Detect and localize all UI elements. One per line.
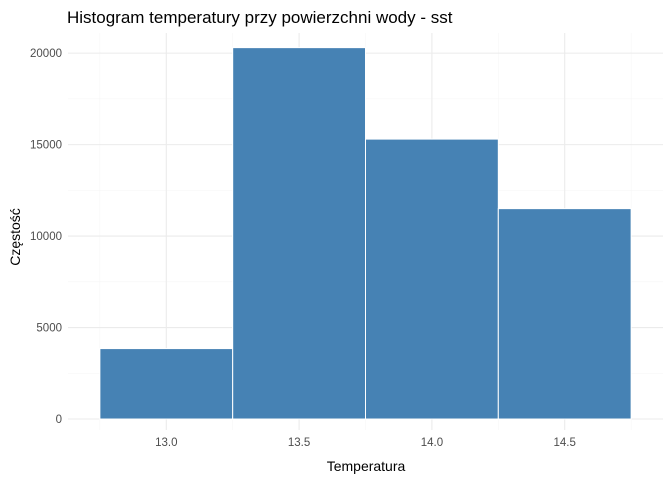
histogram-bar-3 xyxy=(365,138,499,420)
histogram-bar-2 xyxy=(232,47,366,420)
y-tick-label: 5000 xyxy=(36,323,62,335)
y-axis-ticks: 0 5000 10000 15000 20000 xyxy=(30,48,62,426)
y-tick-label: 0 xyxy=(56,414,62,426)
histogram-bar-4 xyxy=(497,208,632,420)
x-axis-ticks: 13.0 13.5 14.0 14.5 xyxy=(155,437,576,449)
y-tick-label: 15000 xyxy=(30,140,62,152)
x-tick-label: 13.5 xyxy=(288,437,310,449)
x-axis-label: Temperatura xyxy=(327,458,406,474)
histogram-bars xyxy=(99,47,632,420)
x-tick-label: 14.5 xyxy=(554,437,576,449)
histogram-bar-1 xyxy=(99,348,234,420)
y-tick-label: 10000 xyxy=(30,231,62,243)
x-tick-label: 13.0 xyxy=(155,437,177,449)
y-tick-label: 20000 xyxy=(30,48,62,60)
chart-title: Histogram temperatury przy powierzchni w… xyxy=(67,8,453,27)
y-axis-label: Częstość xyxy=(7,208,23,266)
x-tick-label: 14.0 xyxy=(421,437,443,449)
